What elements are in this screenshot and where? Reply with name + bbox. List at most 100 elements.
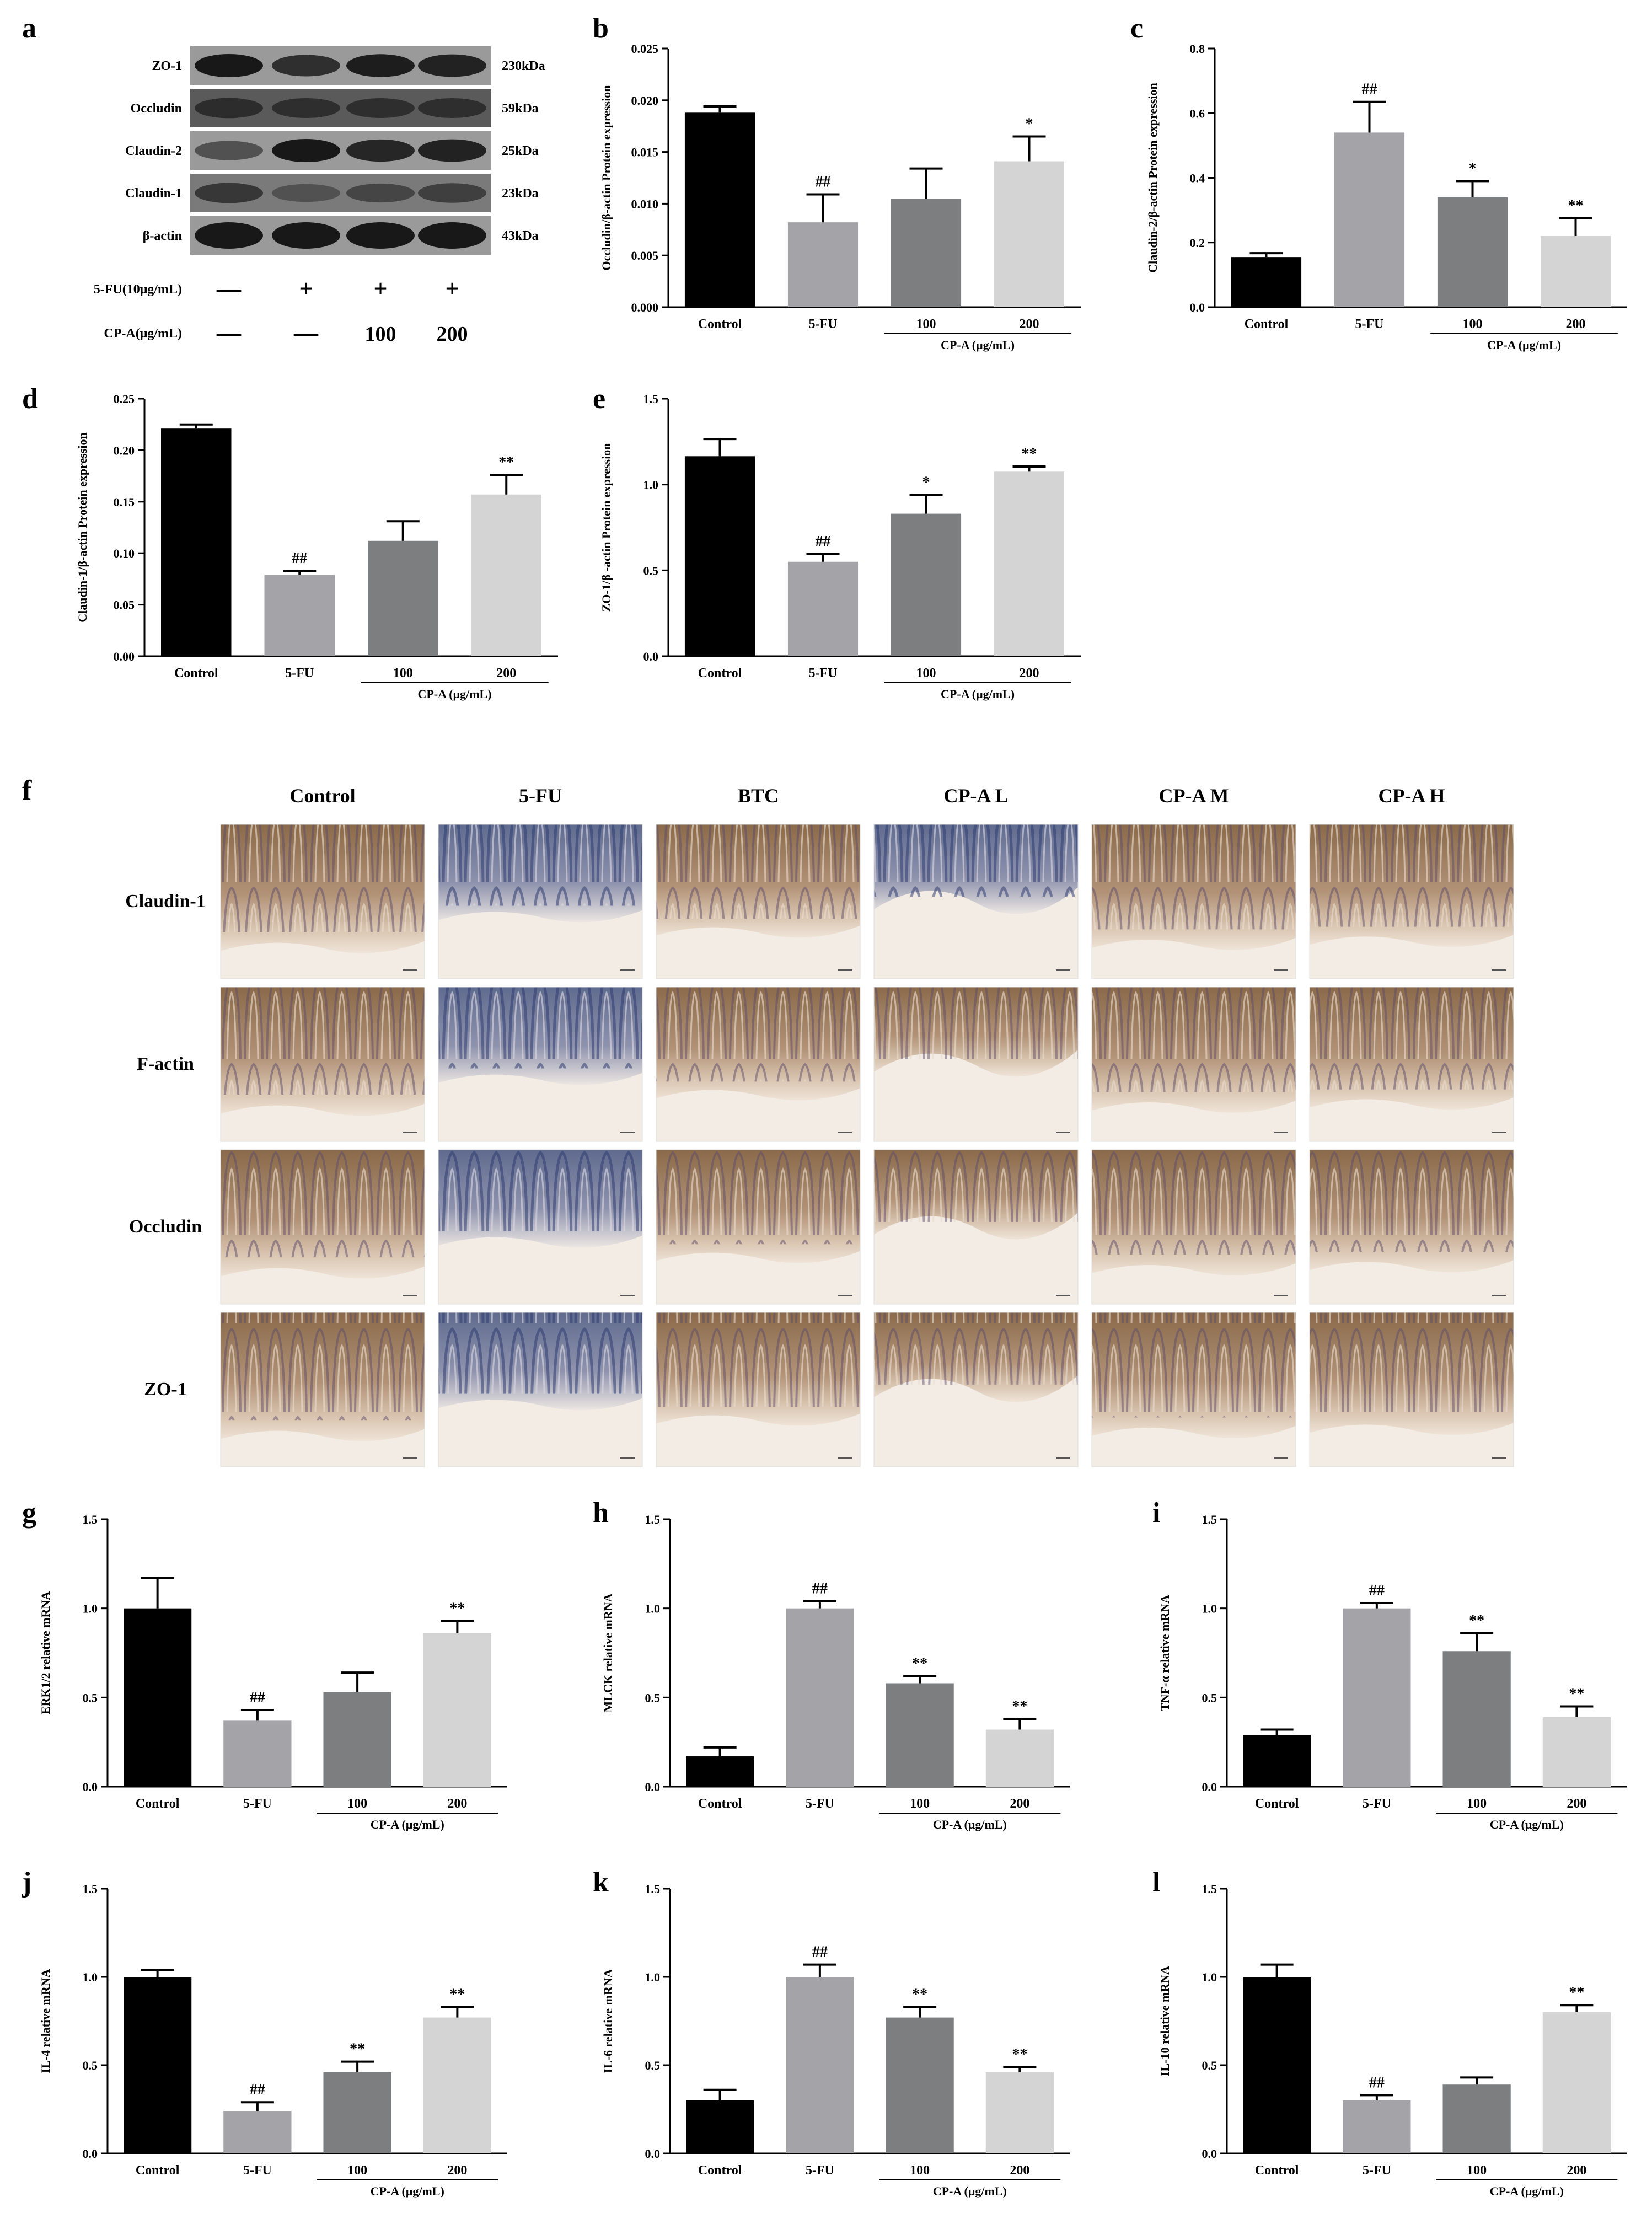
histology-image [656, 1312, 861, 1467]
category-label: 100 [916, 666, 936, 680]
significance-label: ## [812, 1944, 828, 1961]
bar [323, 1692, 391, 1787]
blot-band [272, 222, 340, 249]
y-axis-label: ZO-1/β -actin Protein expression [599, 443, 613, 612]
significance-label: ## [812, 1580, 828, 1598]
significance-label: ## [1369, 2074, 1385, 2091]
blot-band [418, 139, 486, 162]
y-tick-label: 0.010 [631, 197, 659, 211]
significance-label: ## [250, 2081, 265, 2098]
treatment-mark: + [445, 275, 459, 302]
y-tick-label: 0.5 [643, 564, 659, 577]
category-label: 200 [1567, 2163, 1586, 2178]
histology-image [220, 987, 425, 1142]
panel-letter: g [22, 1497, 36, 1529]
y-tick-label: 0.5 [645, 2059, 661, 2072]
category-label: Control [698, 317, 742, 331]
bar [787, 561, 859, 656]
category-label: Control [136, 1797, 180, 1811]
significance-label: ** [1012, 2046, 1027, 2063]
histology-image [1309, 1312, 1514, 1467]
treatment-row: 5-FU(10μg/mL) — + + + [94, 275, 459, 302]
histology-column-title: CP-A L [944, 785, 1009, 807]
category-label: 5-FU [285, 666, 314, 680]
y-tick-label: 0.00 [114, 650, 135, 663]
bar [1231, 257, 1302, 307]
category-label: 100 [910, 1797, 930, 1811]
treatment-mark: — [293, 319, 319, 346]
histology-image [1309, 824, 1514, 979]
significance-label: ** [449, 1986, 465, 2003]
category-label: 5-FU [243, 1797, 272, 1811]
y-tick-label: 0.0 [1190, 301, 1205, 314]
significance-label: * [922, 474, 930, 491]
bar [423, 2017, 491, 2153]
y-tick-label: 1.5 [643, 392, 659, 406]
histology-image [1309, 1149, 1514, 1305]
treatment-row: CP-A(μg/mL) — — 100 200 [104, 319, 468, 346]
y-tick-label: 1.0 [645, 1602, 661, 1616]
category-label: 100 [393, 666, 413, 680]
y-tick-label: 1.0 [83, 1970, 98, 1984]
significance-label: ## [1369, 1582, 1385, 1599]
y-tick-label: 0.5 [645, 1691, 661, 1705]
significance-label: ** [1568, 197, 1584, 215]
histology-image [220, 1312, 425, 1467]
histology-image [220, 824, 425, 979]
bar [1343, 2100, 1411, 2153]
chart-panel-l: l 0.0 0.5 1.0 1.5 IL-10 relative mRNA Control #… [1152, 1867, 1627, 2198]
category-label: 200 [1010, 1797, 1029, 1811]
category-label: 5-FU [809, 666, 838, 680]
panel-letter: b [593, 13, 609, 44]
category-label: 100 [1467, 1797, 1487, 1811]
category-label: Control [1245, 317, 1289, 331]
y-axis-label: IL-4 relative mRNA [39, 1969, 52, 2073]
significance-label: ** [1569, 1984, 1584, 2001]
bar [886, 2017, 954, 2153]
bar [1243, 1735, 1311, 1787]
blot-band [346, 98, 415, 118]
bar [891, 199, 962, 307]
panel-letter: i [1152, 1497, 1160, 1529]
blot-kda-label: 230kDa [502, 59, 545, 73]
histology-row-title: F-actin [137, 1054, 194, 1074]
panel-letter: j [22, 1867, 31, 1898]
category-label: 200 [447, 1797, 467, 1811]
panel-letter: l [1152, 1867, 1160, 1898]
significance-label: ** [1569, 1686, 1584, 1703]
bar [1243, 1977, 1311, 2153]
category-label: Control [698, 1797, 742, 1811]
significance-label: ## [816, 174, 831, 191]
y-tick-label: 0.000 [631, 301, 659, 314]
y-axis-label: TNF-α relative mRNA [1158, 1595, 1172, 1711]
chart-panel-i: i 0.0 0.5 1.0 1.5 TNF-α relative mRNA Control #… [1152, 1497, 1627, 1831]
group-label: CP-A (μg/mL) [1490, 1818, 1564, 1831]
blot-row: Occludin 59kDa [131, 89, 539, 127]
category-label: Control [1255, 2163, 1299, 2178]
bar [994, 471, 1065, 656]
group-label: CP-A (μg/mL) [941, 687, 1015, 701]
group-label: CP-A (μg/mL) [933, 1818, 1007, 1831]
histology-image [873, 1312, 1079, 1467]
blot-band [195, 222, 263, 249]
histology-image [873, 1149, 1079, 1305]
histology-image [873, 824, 1079, 979]
blot-band [272, 184, 340, 202]
panel-letter: f [22, 775, 32, 806]
category-label: 200 [1020, 317, 1039, 331]
y-tick-label: 0.20 [114, 443, 135, 457]
treatment-mark: — [216, 275, 242, 302]
histology-column-title: Control [289, 785, 355, 807]
y-tick-label: 0.0 [83, 1780, 98, 1794]
significance-label: ## [292, 550, 307, 567]
bar [684, 456, 755, 656]
y-tick-label: 0.025 [631, 42, 659, 56]
histology-image [220, 1149, 425, 1305]
blot-protein-label: Occludin [131, 101, 182, 116]
y-tick-label: 1.5 [1202, 1513, 1217, 1526]
y-tick-label: 0.0 [645, 1780, 661, 1794]
histology-row-title: Occludin [129, 1216, 202, 1237]
treatment-mark: — [216, 319, 242, 346]
treatment-mark: + [373, 275, 387, 302]
y-tick-label: 0.5 [83, 2059, 98, 2072]
